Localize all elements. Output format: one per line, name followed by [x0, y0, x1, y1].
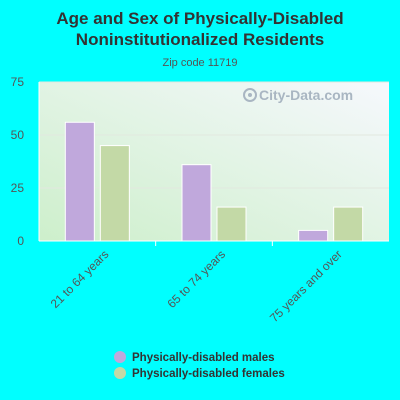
gridlines [39, 81, 389, 189]
bar-males [64, 121, 95, 242]
bar-females [333, 206, 364, 242]
legend-swatch [114, 367, 126, 379]
legend-swatch [114, 351, 126, 363]
y-tick-label: 0 [17, 234, 24, 248]
x-tick-label: 65 to 74 years [164, 247, 228, 311]
legend-label: Physically-disabled males [132, 352, 275, 364]
y-tick-label: 75 [11, 75, 25, 89]
chart-title-line-1: Age and Sex of Physically-Disabled [56, 9, 343, 28]
chart-title-line-2: Noninstitutionalized Residents [76, 30, 324, 49]
bar-females [99, 145, 130, 242]
legend: Physically-disabled males Physically-disa… [114, 351, 285, 380]
x-tick-label: 21 to 64 years [48, 247, 112, 311]
y-tick-label: 25 [11, 181, 25, 195]
y-tick-label: 50 [11, 128, 25, 142]
plot-area [39, 82, 389, 241]
city-data-logo-icon [243, 88, 257, 102]
y-axis: 0 25 50 75 [11, 75, 40, 248]
chart-subtitle: Zip code 11719 [162, 57, 237, 69]
x-tick-label: 75 years and over [267, 247, 345, 325]
x-axis: 21 to 64 years 65 to 74 years 75 years and… [39, 240, 389, 325]
legend-label: Physically-disabled females [132, 368, 285, 380]
bar-males [181, 164, 212, 242]
watermark: City-Data.com [243, 87, 353, 103]
watermark-text: City-Data.com [259, 87, 353, 103]
bar-males [298, 229, 329, 242]
bar-females [216, 206, 247, 242]
